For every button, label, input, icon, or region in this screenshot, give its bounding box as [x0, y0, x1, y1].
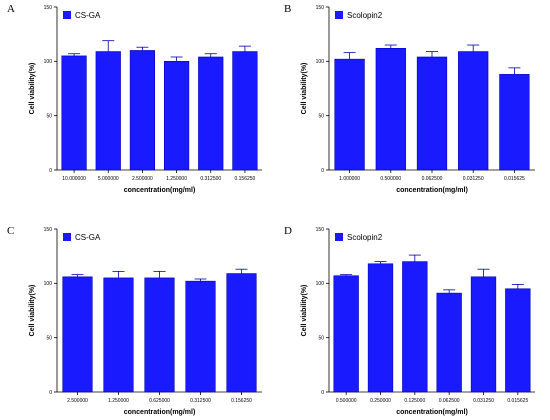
- y-axis-label: Cell viability(%): [29, 285, 36, 337]
- bar: [129, 50, 156, 171]
- y-tick-label: 150: [44, 227, 53, 233]
- bar: [185, 280, 216, 393]
- panel-letter: C: [7, 225, 14, 237]
- x-tick-label: 10.000000: [62, 176, 86, 182]
- bar: [505, 288, 531, 393]
- bar: [62, 276, 93, 393]
- x-tick-label: 5.000000: [98, 176, 119, 182]
- chart-panel-c: C 0 50 100 150 Cell viability(%) 2.500000 1.250…: [7, 225, 262, 416]
- y-axis-label: Cell viability(%): [301, 63, 308, 115]
- legend-label: CS-GA: [75, 11, 101, 20]
- panel-letter: A: [7, 3, 15, 15]
- bar: [334, 58, 365, 171]
- legend: Scolopin2: [335, 11, 383, 20]
- chart-panel-a: A 0 50 100 150 Cell viability(%) 10.000000 5.00…: [7, 3, 262, 194]
- y-tick-label: 150: [44, 5, 53, 11]
- bar: [375, 47, 406, 171]
- x-tick-label: 0.062500: [422, 176, 443, 182]
- x-axis-label: concentration(mg/ml): [124, 187, 196, 194]
- x-tick-label: 0.312500: [190, 398, 211, 404]
- bar: [103, 277, 134, 393]
- y-tick-label: 100: [316, 59, 325, 65]
- bar: [402, 261, 428, 393]
- y-tick-label: 0: [321, 168, 324, 174]
- bar: [436, 292, 462, 393]
- bar: [367, 263, 394, 393]
- panel-letter: B: [284, 3, 291, 15]
- bar: [333, 275, 359, 393]
- x-tick-label: 0.625000: [149, 398, 170, 404]
- legend-swatch: [63, 11, 71, 19]
- bar: [95, 51, 121, 171]
- x-tick-label: 0.015625: [507, 398, 528, 404]
- x-tick-label: 0.500000: [380, 176, 401, 182]
- x-tick-label: 0.031250: [473, 398, 494, 404]
- x-tick-label: 2.500000: [132, 176, 153, 182]
- y-axis-label: Cell viability(%): [29, 63, 36, 115]
- bar: [198, 56, 224, 171]
- legend-label: CS-GA: [75, 233, 101, 242]
- x-tick-label: 0.312500: [200, 176, 221, 182]
- x-tick-label: 0.031250: [463, 176, 484, 182]
- bar: [163, 61, 190, 171]
- legend-swatch: [335, 11, 343, 19]
- y-tick-label: 50: [318, 335, 324, 341]
- bar: [499, 74, 530, 171]
- y-tick-label: 100: [44, 281, 53, 287]
- bar: [458, 51, 489, 171]
- y-tick-label: 50: [46, 113, 52, 119]
- panel-letter: D: [284, 225, 292, 237]
- y-tick-label: 50: [318, 113, 324, 119]
- y-tick-label: 100: [44, 59, 53, 65]
- chart-panel-d: D 0 50 100 150 Cell viability(%) 0.500000 0.250…: [284, 225, 535, 416]
- x-tick-label: 1.000000: [339, 176, 360, 182]
- y-tick-label: 100: [316, 281, 325, 287]
- chart-panel-b: B 0 50 100 150 Cell viability(%) 1.000000 0.500…: [284, 3, 535, 194]
- x-tick-label: 1.250000: [166, 176, 187, 182]
- x-tick-label: 0.125000: [404, 398, 425, 404]
- legend-swatch: [63, 233, 71, 241]
- legend: Scolopin2: [335, 233, 383, 242]
- bar: [470, 276, 497, 393]
- y-tick-label: 150: [316, 5, 325, 11]
- legend-label: Scolopin2: [347, 233, 383, 242]
- y-axis-label: Cell viability(%): [301, 285, 308, 337]
- legend: CS-GA: [63, 11, 101, 20]
- x-tick-label: 0.015625: [504, 176, 525, 182]
- x-axis-label: concentration(mg/ml): [396, 409, 468, 416]
- x-tick-label: 0.156250: [231, 398, 252, 404]
- x-tick-label: 0.062500: [439, 398, 460, 404]
- x-tick-label: 0.156250: [234, 176, 255, 182]
- legend: CS-GA: [63, 233, 101, 242]
- y-tick-label: 0: [321, 390, 324, 396]
- x-axis-label: concentration(mg/ml): [396, 187, 468, 194]
- x-tick-label: 0.250000: [370, 398, 391, 404]
- bar: [226, 273, 257, 393]
- x-tick-label: 2.500000: [67, 398, 88, 404]
- legend-swatch: [335, 233, 343, 241]
- bar: [232, 51, 258, 171]
- legend-label: Scolopin2: [347, 11, 383, 20]
- y-tick-label: 0: [49, 168, 52, 174]
- bar: [61, 55, 87, 171]
- x-tick-label: 1.250000: [108, 398, 129, 404]
- bar: [144, 277, 175, 393]
- x-axis-label: concentration(mg/ml): [124, 409, 196, 416]
- x-tick-label: 0.500000: [336, 398, 357, 404]
- y-tick-label: 0: [49, 390, 52, 396]
- bar: [416, 56, 448, 171]
- y-tick-label: 150: [316, 227, 325, 233]
- y-tick-label: 50: [46, 335, 52, 341]
